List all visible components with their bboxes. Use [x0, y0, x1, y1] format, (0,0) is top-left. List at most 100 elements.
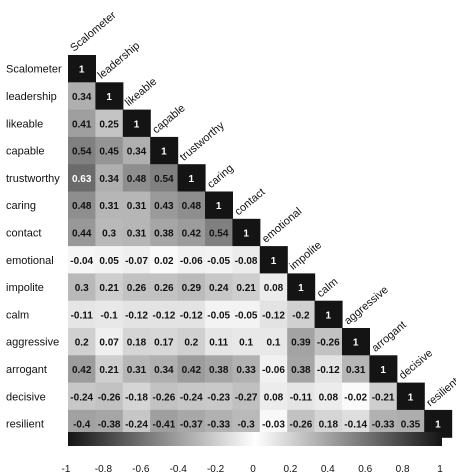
cell-decisive-trustworthy	[177, 382, 206, 411]
value-label: 1	[243, 228, 249, 239]
cell-emotional-trustworthy	[177, 246, 206, 274]
cell-impolite-likeable	[122, 273, 151, 302]
cell-contact-capable	[150, 218, 179, 247]
cell-arrogant-contact	[232, 355, 261, 384]
value-label: 0.18	[319, 420, 339, 431]
cell-trustworthy-scalometer	[68, 164, 96, 193]
value-label: 0.08	[319, 392, 339, 403]
value-label: 0.25	[99, 119, 119, 130]
value-label: -0.41	[153, 420, 176, 431]
value-label: 0.44	[72, 228, 92, 239]
value-label: -0.18	[125, 392, 148, 403]
value-label: 0.07	[99, 338, 119, 349]
value-label: 0.35	[401, 420, 421, 431]
cell-likeable-likeable	[122, 109, 151, 138]
value-label: 0.31	[127, 228, 147, 239]
value-label: 0.18	[127, 338, 147, 349]
cell-impolite-capable	[150, 273, 179, 302]
column-label: calm	[315, 276, 341, 300]
colorbar-ticks: -1 -0.8 -0.6 -0.4 -0.2 0 0.2 0.4 0.6 0.8 1	[62, 464, 444, 475]
cell-aggressive-calm	[314, 328, 343, 356]
colorbar: -1 -0.8 -0.6 -0.4 -0.2 0 0.2 0.4 0.6 0.8 1	[62, 432, 444, 475]
value-label: 0.24	[209, 283, 229, 294]
column-label: capable	[150, 102, 187, 136]
colorbar-tick-label: 0.4	[321, 464, 335, 475]
value-label: 0.42	[72, 365, 92, 376]
cell-arrogant-impolite	[287, 355, 316, 384]
cell-decisive-decisive	[396, 382, 425, 411]
value-label: -0.12	[262, 310, 285, 321]
value-label: 0.33	[236, 365, 256, 376]
value-label: 0.48	[182, 201, 202, 212]
cell-emotional-leadership	[95, 246, 124, 274]
cell-calm-likeable	[122, 300, 151, 329]
cell-capable-capable	[150, 136, 179, 165]
cell-trustworthy-trustworthy	[177, 164, 206, 193]
cell-impolite-trustworthy	[177, 273, 206, 302]
column-label: arrogant	[370, 319, 409, 355]
value-label: -0.07	[125, 256, 148, 267]
cell-calm-emotional	[259, 300, 288, 329]
value-label: 0.34	[72, 92, 92, 103]
value-label: 1	[326, 310, 332, 321]
cell-caring-capable	[150, 191, 179, 220]
cell-caring-caring	[205, 191, 233, 220]
cell-calm-caring	[205, 300, 233, 329]
cell-aggressive-capable	[150, 328, 179, 356]
value-label: 1	[106, 92, 112, 103]
row-label: emotional	[6, 255, 54, 267]
cell-leadership-scalometer	[68, 82, 96, 111]
colorbar-gradient	[68, 432, 442, 446]
value-label: 0.08	[264, 283, 284, 294]
cell-contact-contact	[232, 218, 261, 247]
value-label: 0.48	[127, 174, 147, 185]
value-label: 1	[79, 65, 85, 76]
colorbar-tick-label: -0.4	[170, 464, 188, 475]
value-label: 0.02	[154, 256, 174, 267]
cell-trustworthy-leadership	[95, 164, 124, 193]
value-label: -0.05	[235, 310, 258, 321]
row-label: capable	[6, 146, 45, 158]
value-label: 0.08	[264, 392, 284, 403]
row-label: resilient	[6, 419, 44, 431]
cell-aggressive-trustworthy	[177, 328, 206, 356]
value-label: 0.1	[267, 338, 281, 349]
value-label: -0.08	[235, 256, 258, 267]
value-label: 0.48	[72, 201, 92, 212]
colorbar-tick-label: 1	[437, 464, 443, 475]
cell-arrogant-capable	[150, 355, 179, 384]
value-label: 1	[189, 174, 195, 185]
cell-aggressive-caring	[205, 328, 233, 356]
value-label: 0.11	[209, 338, 228, 349]
value-label: 1	[271, 256, 277, 267]
value-label: -0.06	[180, 256, 203, 267]
value-label: 0.21	[99, 283, 119, 294]
row-label: aggressive	[6, 337, 59, 349]
cell-decisive-arrogant	[369, 382, 398, 411]
value-label: -0.05	[207, 256, 230, 267]
value-label: -0.12	[180, 310, 203, 321]
colorbar-tick-label: 0.8	[396, 464, 410, 475]
cell-decisive-impolite	[287, 382, 316, 411]
cell-impolite-contact	[232, 273, 261, 302]
value-label: -0.14	[344, 420, 367, 431]
value-label: -0.12	[125, 310, 148, 321]
value-label: 1	[380, 365, 386, 376]
value-label: -0.1	[100, 310, 118, 321]
value-label: -0.26	[290, 420, 313, 431]
cell-aggressive-impolite	[287, 328, 316, 356]
value-label: -0.04	[70, 256, 93, 267]
value-label: 0.21	[236, 283, 256, 294]
cell-contact-likeable	[122, 218, 151, 247]
value-label: -0.2	[292, 310, 310, 321]
colorbar-tick-label: 0.6	[358, 464, 372, 475]
cell-arrogant-arrogant	[369, 355, 398, 384]
value-label: -0.27	[235, 392, 258, 403]
value-label: 0.31	[99, 201, 119, 212]
value-label: 0.2	[75, 338, 89, 349]
cell-impolite-emotional	[259, 273, 288, 302]
cell-capable-leadership	[95, 136, 124, 165]
value-label: 0.2	[184, 338, 198, 349]
row-label: arrogant	[6, 364, 47, 376]
cell-emotional-caring	[205, 246, 233, 274]
